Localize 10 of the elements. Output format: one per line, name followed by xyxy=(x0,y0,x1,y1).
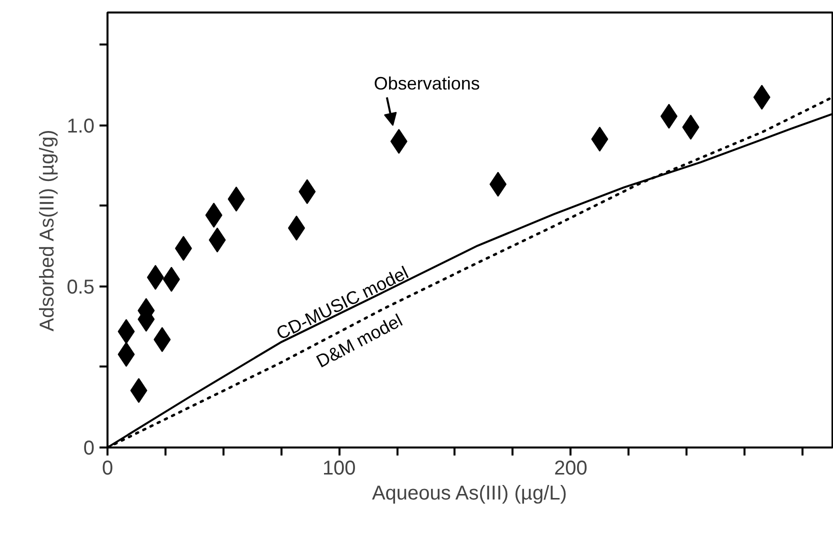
x-tick-label: 200 xyxy=(554,458,588,480)
y-tick-label: 0.5 xyxy=(66,276,95,298)
x-tick-label: 100 xyxy=(322,458,356,480)
text: Observations xyxy=(374,73,480,94)
y-tick-label: 1.0 xyxy=(66,115,95,138)
y-tick-label: 0 xyxy=(83,438,94,460)
x-tick-label: 0 xyxy=(102,458,114,480)
x-axis-title: Aqueous As(III) (µg/L) xyxy=(372,482,567,504)
point xyxy=(118,319,135,344)
y-axis-title: Adsorbed As(III) (µg/g) xyxy=(36,130,59,332)
